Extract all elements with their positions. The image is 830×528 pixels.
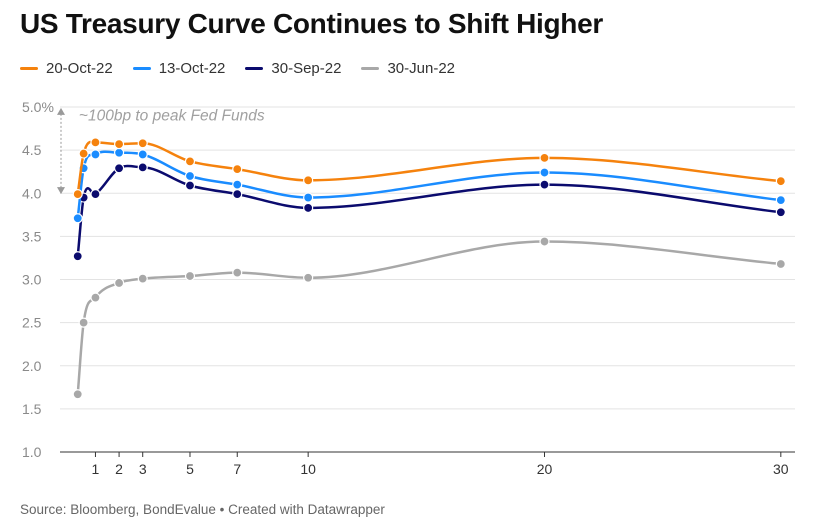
legend-label: 13-Oct-22: [158, 60, 226, 77]
y-tick-label: 2.0: [22, 358, 42, 374]
series-20-oct-22: [72, 137, 786, 200]
data-point: [90, 189, 101, 200]
data-point: [137, 273, 148, 284]
legend-item-30-sep-22: 30-Sep-22: [245, 60, 341, 77]
data-point: [184, 170, 196, 182]
y-tick-label: 1.0: [22, 444, 42, 460]
data-point: [90, 149, 101, 160]
legend-swatch: [245, 67, 264, 70]
source-footer: Source: Bloomberg, BondEvalue • Created …: [20, 502, 385, 517]
legend-item-20-oct-22: 20-Oct-22: [20, 60, 113, 77]
y-tick-label: 4.5: [22, 142, 42, 158]
axis-layer: 1.0 1.5 2.0 2.5 3.0 3.5 4.0 4.5 5.0% 1 2 3 5 7 10 20 30: [22, 99, 789, 477]
annotation-arrowhead-up: [57, 107, 65, 115]
data-point: [303, 192, 314, 203]
annotation-layer: ~100bp to peak Fed Funds: [57, 107, 265, 195]
data-point: [232, 164, 243, 175]
data-point: [539, 152, 550, 163]
data-point: [775, 176, 786, 187]
grid-layer: [60, 106, 795, 453]
data-point: [113, 277, 125, 289]
y-tick-label: 3.0: [22, 272, 42, 288]
x-tick-label: 3: [139, 461, 147, 477]
data-point: [184, 156, 196, 167]
series-line: [76, 240, 783, 396]
x-tick-label: 10: [300, 461, 316, 477]
x-tick-label: 7: [233, 461, 241, 477]
data-point: [113, 147, 125, 158]
legend-swatch: [20, 67, 38, 70]
data-point: [113, 138, 125, 150]
data-point: [72, 213, 83, 224]
data-point: [72, 251, 83, 262]
data-point: [303, 175, 314, 186]
data-point: [78, 148, 89, 159]
x-tick-label: 30: [773, 461, 789, 477]
series-layer: [72, 137, 786, 400]
data-point: [184, 180, 196, 191]
series-30-sep-22: [72, 162, 786, 262]
data-point: [303, 272, 314, 283]
legend-label: 30-Sep-22: [271, 60, 342, 77]
data-point: [90, 292, 101, 303]
x-tick-label: 20: [537, 461, 553, 477]
data-point: [775, 258, 786, 270]
series-line: [76, 150, 783, 220]
data-point: [232, 189, 243, 200]
legend-item-30-jun-22: 30-Jun-22: [361, 60, 455, 77]
data-point: [232, 267, 243, 278]
data-point: [775, 207, 786, 218]
y-tick-label: 1.5: [22, 401, 42, 417]
data-point: [90, 137, 101, 148]
chart-title: US Treasury Curve Continues to Shift Hig…: [20, 8, 603, 39]
data-point: [539, 179, 550, 190]
data-point: [78, 317, 89, 328]
annotation-text: ~100bp to peak Fed Funds: [79, 108, 265, 125]
legend: 20-Oct-22 13-Oct-22 30-Sep-22 30-Jun-22: [20, 60, 455, 77]
legend-label: 30-Jun-22: [387, 60, 456, 77]
data-point: [72, 389, 83, 400]
legend-item-13-oct-22: 13-Oct-22: [132, 60, 226, 77]
data-point: [137, 138, 148, 149]
data-point: [303, 202, 314, 214]
legend-swatch: [361, 67, 380, 70]
data-point: [232, 179, 243, 190]
legend-swatch: [132, 67, 151, 70]
x-tick-label: 2: [115, 461, 123, 477]
data-point: [539, 236, 550, 247]
series-line: [76, 164, 783, 258]
data-point: [539, 167, 550, 178]
y-tick-label: 3.5: [22, 228, 42, 244]
data-point: [184, 270, 196, 282]
series-13-oct-22: [72, 147, 786, 224]
y-tick-label: 2.5: [22, 315, 42, 331]
y-tick-label: 5.0%: [22, 99, 54, 115]
series-30-jun-22: [72, 236, 786, 400]
annotation-arrowhead-down: [57, 187, 65, 195]
data-point: [113, 163, 125, 174]
y-tick-label: 4.0: [22, 185, 42, 201]
x-tick-label: 5: [186, 461, 194, 477]
legend-label: 20-Oct-22: [46, 60, 113, 77]
data-point: [137, 162, 148, 173]
x-tick-label: 1: [92, 461, 100, 477]
data-point: [137, 149, 148, 160]
data-point: [775, 195, 786, 206]
data-point: [72, 189, 83, 200]
